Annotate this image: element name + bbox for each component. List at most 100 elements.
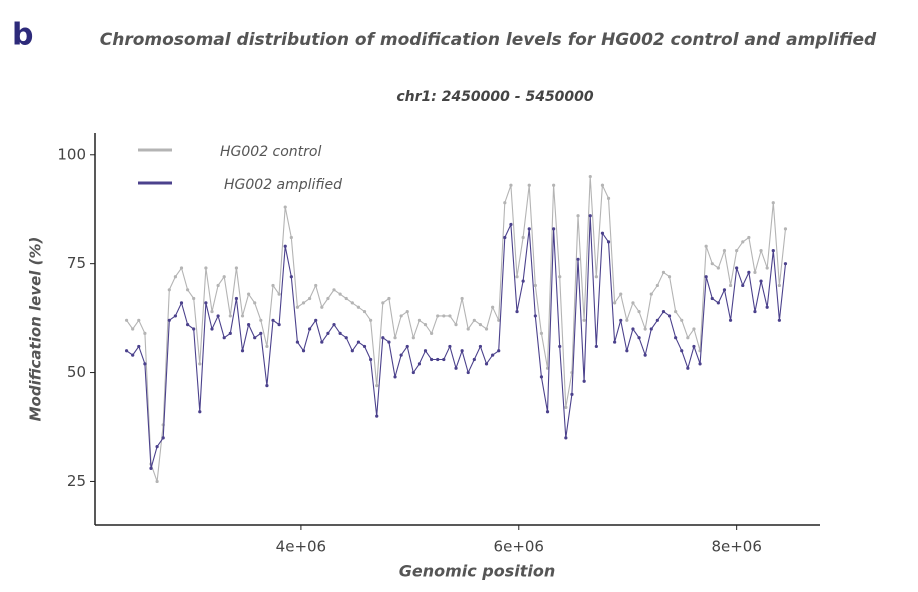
data-point <box>484 362 489 366</box>
data-point <box>155 445 159 449</box>
data-point <box>271 283 275 288</box>
data-point <box>131 353 135 357</box>
data-point <box>570 392 574 396</box>
data-point <box>387 296 391 301</box>
data-point <box>448 344 452 349</box>
data-point <box>179 301 184 305</box>
data-point <box>253 301 257 305</box>
data-point <box>710 262 714 266</box>
data-point <box>308 296 312 301</box>
data-point <box>185 288 190 292</box>
data-point <box>631 301 635 305</box>
data-point <box>661 309 666 314</box>
data-point <box>283 205 287 209</box>
data-point <box>777 283 781 288</box>
data-point <box>704 275 708 279</box>
data-point <box>588 214 592 218</box>
data-point <box>576 214 580 218</box>
data-point <box>545 410 550 414</box>
data-point <box>210 309 214 314</box>
data-point <box>674 309 678 314</box>
data-point <box>247 323 251 327</box>
data-point <box>564 405 568 409</box>
data-point <box>167 318 171 322</box>
data-point <box>332 323 336 327</box>
data-point <box>497 318 501 322</box>
data-point <box>625 318 629 322</box>
data-point <box>222 336 226 340</box>
data-point <box>192 296 196 301</box>
data-point <box>759 249 763 253</box>
data-point <box>253 336 257 340</box>
data-point <box>271 318 275 322</box>
data-point <box>491 305 495 309</box>
series-line <box>126 215 787 469</box>
data-point <box>124 349 129 353</box>
data-point <box>283 244 287 248</box>
data-point <box>649 292 653 296</box>
data-point <box>436 357 440 362</box>
data-point <box>741 240 745 244</box>
data-point <box>301 301 306 305</box>
data-point <box>771 249 775 253</box>
data-point <box>509 222 513 227</box>
data-point <box>460 349 464 353</box>
data-point <box>484 327 489 331</box>
x-tick-label: 8e+06 <box>711 538 761 556</box>
data-point <box>350 301 354 305</box>
data-point <box>192 327 196 331</box>
data-point <box>405 344 409 349</box>
data-point <box>631 327 635 331</box>
data-point <box>155 479 159 484</box>
data-point <box>448 314 452 318</box>
data-point <box>735 266 739 270</box>
data-point <box>143 362 147 366</box>
data-point <box>674 336 678 340</box>
data-point <box>308 327 312 331</box>
data-point <box>277 292 281 296</box>
data-point <box>710 296 714 301</box>
data-point <box>735 249 739 253</box>
data-point <box>375 414 379 418</box>
data-point <box>704 244 708 248</box>
data-point <box>430 357 434 362</box>
data-point <box>472 357 476 362</box>
data-point <box>716 266 720 270</box>
data-point <box>381 301 385 305</box>
data-point <box>722 249 727 253</box>
data-point <box>399 314 403 318</box>
data-point <box>356 340 361 344</box>
data-point <box>204 266 208 270</box>
data-point <box>338 292 342 296</box>
x-tick-label: 4e+06 <box>276 538 326 556</box>
data-point <box>137 344 141 349</box>
data-point <box>753 270 757 274</box>
data-point <box>619 292 623 296</box>
data-point <box>350 349 354 353</box>
data-point <box>198 410 202 414</box>
data-point <box>161 436 165 440</box>
data-point <box>478 344 483 349</box>
data-point <box>344 296 348 301</box>
data-point <box>716 301 720 305</box>
panel-label: b <box>12 18 33 53</box>
data-point <box>124 318 129 322</box>
data-point <box>234 266 239 270</box>
data-point <box>655 283 659 288</box>
data-point <box>643 353 647 357</box>
data-point <box>625 349 629 353</box>
data-point <box>661 270 666 274</box>
data-point <box>643 327 647 331</box>
chart-title: Chromosomal distribution of modification… <box>100 30 877 50</box>
data-point <box>320 305 324 309</box>
data-point <box>338 331 342 335</box>
data-point <box>491 353 495 357</box>
data-point <box>430 331 434 335</box>
data-point <box>533 314 537 318</box>
data-point <box>686 336 690 340</box>
y-tick-label: 25 <box>67 472 86 490</box>
data-point <box>613 340 617 344</box>
data-point <box>210 327 214 331</box>
data-point <box>320 340 324 344</box>
